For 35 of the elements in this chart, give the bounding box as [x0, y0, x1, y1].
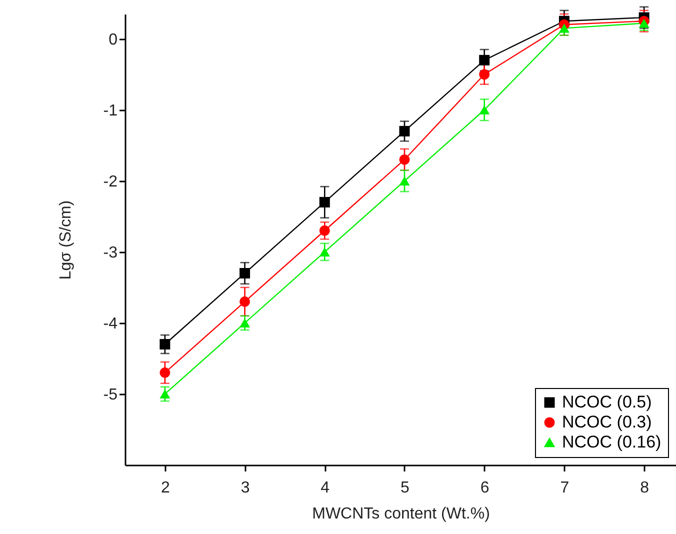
- point: [399, 154, 410, 165]
- legend-label: NCOC (0.3): [562, 412, 652, 432]
- x-tick-label: 8: [640, 480, 650, 496]
- x-axis-title: MWCNTs content (Wt.%): [312, 506, 490, 522]
- legend-label: NCOC (0.5): [562, 392, 652, 412]
- point: [319, 247, 330, 256]
- x-tick-label: 5: [400, 480, 410, 496]
- point: [160, 389, 170, 399]
- point: [160, 367, 170, 378]
- y-tick-label: -3: [103, 244, 118, 262]
- point: [160, 339, 170, 350]
- point: [319, 225, 330, 236]
- y-tick-label: -4: [103, 315, 118, 332]
- point: [638, 18, 650, 28]
- x-tick-label: 3: [240, 480, 250, 496]
- point: [479, 54, 490, 66]
- x-tick-label: 7: [560, 480, 570, 496]
- point: [399, 126, 410, 136]
- point: [240, 318, 250, 328]
- x-tick-label: 4: [320, 480, 330, 496]
- point: [240, 268, 250, 278]
- y-tick-label: -5: [103, 386, 118, 404]
- point: [479, 69, 490, 80]
- point: [319, 196, 330, 208]
- y-tick-label: -1: [103, 102, 118, 120]
- legend-label: NCOC (0.16): [562, 432, 662, 452]
- point: [399, 176, 410, 186]
- x-tick-label: 2: [160, 480, 170, 496]
- y-tick-label: 0: [108, 31, 118, 48]
- point: [558, 24, 570, 33]
- y-axis-title: Lgσ (S/cm): [57, 200, 74, 280]
- point: [479, 105, 490, 114]
- x-tick-label: 6: [480, 480, 490, 496]
- y-tick-label: -2: [103, 173, 118, 190]
- point: [240, 296, 250, 307]
